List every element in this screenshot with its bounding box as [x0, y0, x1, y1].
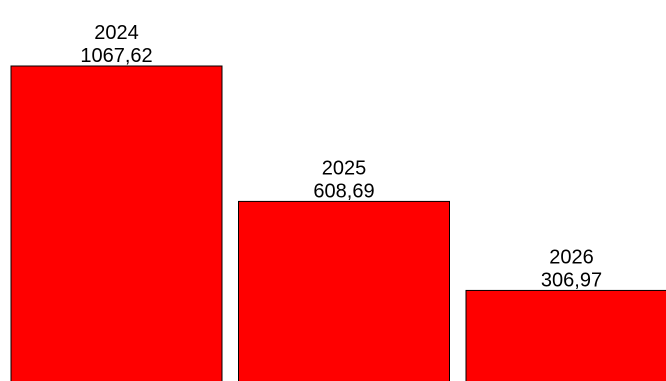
value-label-2026: 306,97 [541, 269, 602, 291]
category-label-2024: 2024 [94, 22, 139, 44]
category-label-2025: 2025 [322, 157, 367, 179]
bar-2026 [465, 289, 666, 381]
bar-2024 [10, 65, 223, 381]
value-label-2025: 608,69 [313, 180, 374, 202]
bar-2025 [238, 200, 450, 381]
value-label-2024: 1067,62 [80, 45, 152, 67]
bars-group [10, 65, 666, 381]
category-label-2026: 2026 [549, 246, 594, 268]
